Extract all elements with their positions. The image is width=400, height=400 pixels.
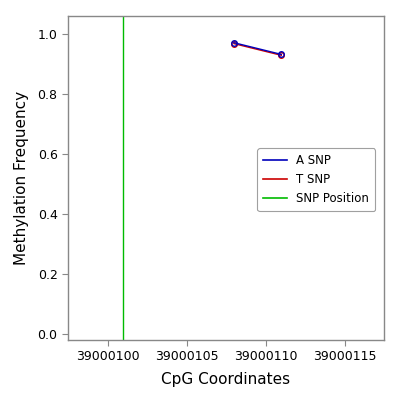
Y-axis label: Methylation Frequency: Methylation Frequency [14,91,29,265]
Legend: A SNP, T SNP, SNP Position: A SNP, T SNP, SNP Position [257,148,375,211]
X-axis label: CpG Coordinates: CpG Coordinates [162,372,290,387]
